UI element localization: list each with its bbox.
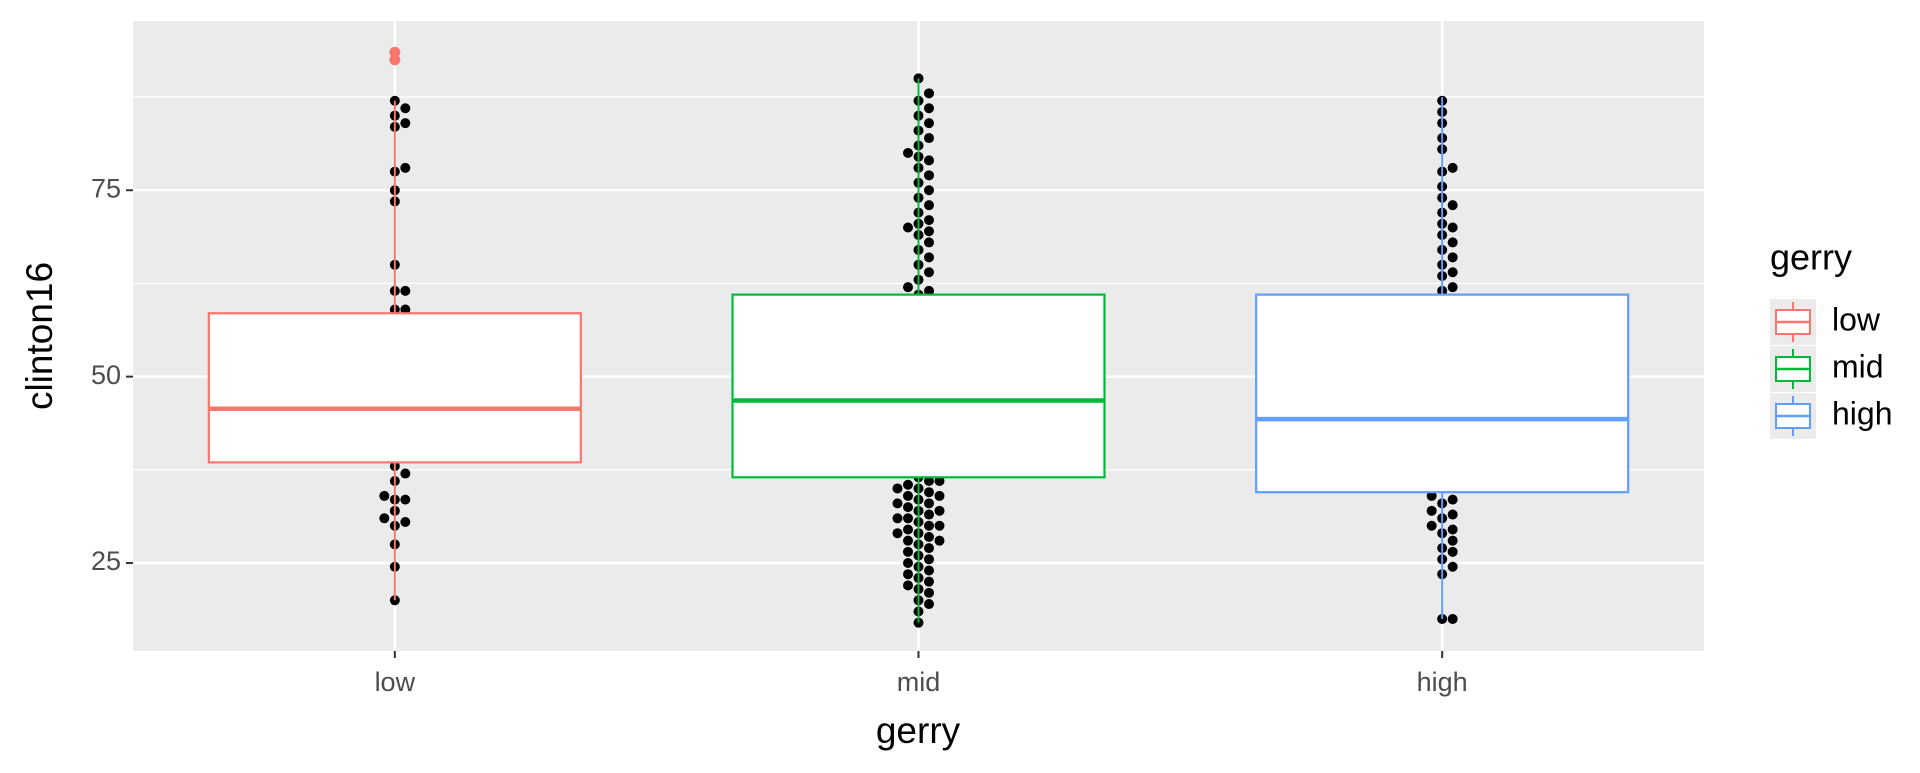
point	[924, 252, 934, 263]
point	[903, 558, 913, 569]
point	[1447, 222, 1458, 233]
point	[903, 222, 913, 233]
point	[924, 215, 934, 226]
point	[1447, 252, 1458, 263]
point	[400, 118, 411, 129]
point	[924, 200, 934, 211]
x-tick-label: low	[375, 667, 416, 697]
point	[400, 468, 411, 479]
point	[1447, 535, 1458, 546]
legend-label: mid	[1832, 348, 1884, 384]
point	[1447, 524, 1458, 535]
point	[924, 103, 934, 114]
box	[1255, 293, 1630, 494]
point	[903, 502, 913, 513]
point	[1447, 546, 1458, 557]
point	[903, 147, 913, 158]
point	[903, 535, 913, 546]
y-tick-label: 25	[91, 546, 121, 576]
x-axis-title: gerry	[876, 710, 961, 751]
point	[1447, 237, 1458, 248]
point	[924, 498, 934, 509]
point	[892, 513, 903, 524]
point	[924, 487, 934, 498]
point	[934, 520, 945, 531]
point	[903, 479, 913, 490]
box	[207, 312, 582, 464]
point	[903, 490, 913, 501]
point	[924, 170, 934, 181]
point	[1426, 490, 1437, 501]
y-tick-label: 50	[91, 360, 121, 390]
point	[903, 282, 913, 293]
x-tick-label: mid	[897, 667, 941, 697]
point	[379, 513, 390, 524]
point	[892, 498, 903, 509]
point	[924, 576, 934, 587]
point	[924, 554, 934, 565]
point	[1447, 494, 1458, 505]
legend-label: high	[1832, 395, 1893, 431]
point	[924, 155, 934, 166]
point	[924, 185, 934, 196]
point	[934, 490, 945, 501]
box	[731, 293, 1106, 479]
point	[400, 285, 411, 296]
point	[924, 133, 934, 144]
point	[400, 162, 411, 173]
point	[924, 599, 934, 610]
legend-label: low	[1832, 301, 1881, 337]
point	[903, 513, 913, 524]
point	[934, 505, 945, 516]
point	[1447, 162, 1458, 173]
point	[934, 535, 945, 546]
y-axis-title: clinton16	[19, 262, 60, 410]
point	[903, 546, 913, 557]
point	[924, 226, 934, 237]
point	[400, 494, 411, 505]
marks	[207, 46, 1630, 628]
point	[903, 524, 913, 535]
point	[1447, 561, 1458, 572]
point	[924, 476, 934, 487]
point	[1426, 520, 1437, 531]
point	[924, 285, 934, 296]
point	[892, 483, 903, 494]
point	[924, 267, 934, 278]
point	[924, 118, 934, 129]
point	[934, 476, 945, 487]
point	[903, 580, 913, 591]
point	[903, 569, 913, 580]
point	[924, 520, 934, 531]
point	[1447, 509, 1458, 520]
point	[924, 587, 934, 598]
point	[400, 103, 411, 114]
point	[1426, 505, 1437, 516]
x-tick-label: high	[1417, 667, 1468, 697]
point	[924, 531, 934, 542]
point	[924, 543, 934, 554]
point	[1447, 282, 1458, 293]
legend: gerry low mid high	[1770, 237, 1893, 439]
point	[1447, 267, 1458, 278]
point	[924, 509, 934, 520]
point	[924, 237, 934, 248]
point	[924, 88, 934, 99]
point	[1447, 613, 1458, 624]
point	[924, 565, 934, 576]
point	[400, 517, 411, 528]
y-tick-label: 75	[91, 173, 121, 203]
point	[400, 304, 411, 315]
axes: 25 50 75 low mid high	[91, 173, 1468, 697]
point	[1447, 200, 1458, 211]
point	[379, 490, 390, 501]
point	[892, 528, 903, 539]
outlier	[389, 46, 401, 58]
legend-title: gerry	[1770, 237, 1852, 278]
